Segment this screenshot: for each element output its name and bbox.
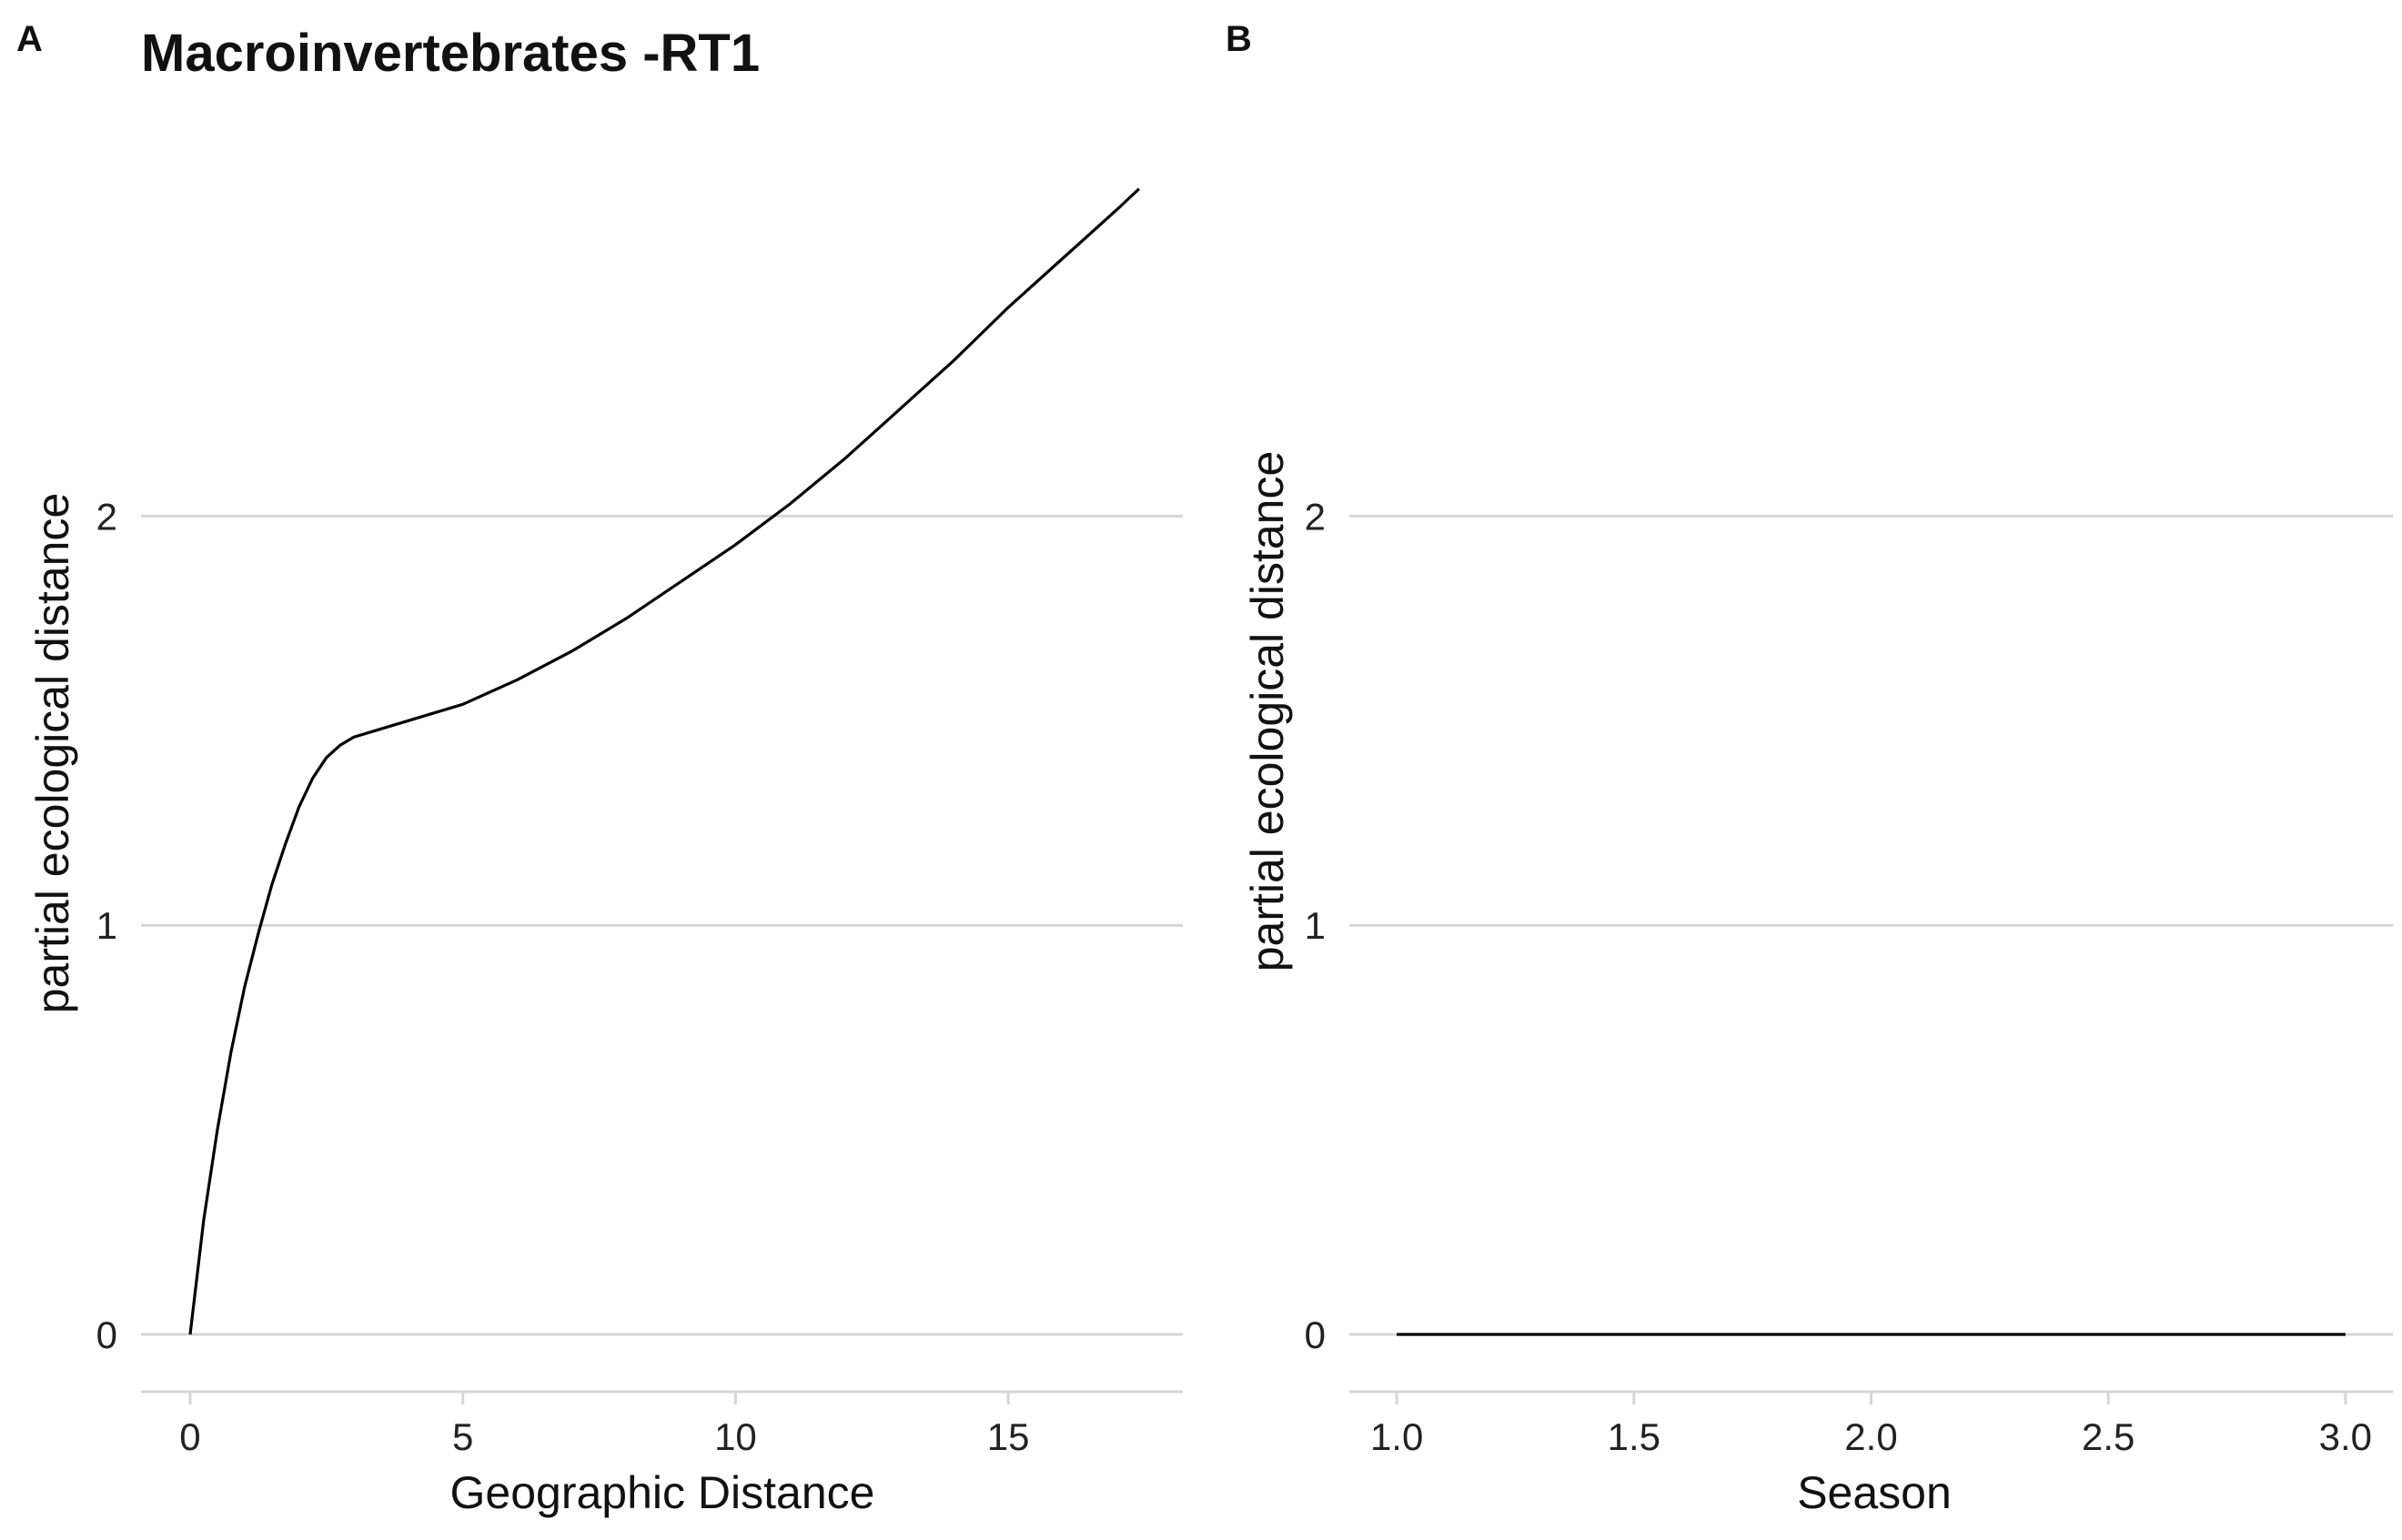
y-tick-label-2: 2 bbox=[96, 495, 117, 538]
panel-b-y-axis-title: partial ecological distance bbox=[1242, 451, 1293, 972]
x-tick-label-10: 10 bbox=[714, 1415, 757, 1458]
panel-b-gridlines bbox=[1349, 514, 2393, 1336]
y-tick-label-0: 0 bbox=[96, 1314, 117, 1356]
x-tick-label-2.0: 2.0 bbox=[1844, 1415, 1897, 1458]
panel-a: A Macroinvertebrates -RT1 0 1 2 0 5 10 15 Geo… bbox=[16, 19, 1183, 1518]
panel-a-y-tick-labels: 0 1 2 bbox=[96, 495, 117, 1356]
panel-a-y-axis-title: partial ecological distance bbox=[27, 493, 78, 1014]
panel-b: B 0 1 2 1.0 1.5 2.0 2.5 3.0 Season partial eco… bbox=[1226, 19, 2393, 1518]
panel-b-letter: B bbox=[1226, 19, 1252, 59]
x-tick-label-3.0: 3.0 bbox=[2319, 1415, 2372, 1458]
x-tick-label-2.5: 2.5 bbox=[2082, 1415, 2135, 1458]
x-tick-label-5: 5 bbox=[452, 1415, 473, 1458]
panel-a-x-axis bbox=[141, 1390, 1183, 1404]
y-tick-label-1: 1 bbox=[96, 904, 117, 947]
y-tick-label-1: 1 bbox=[1305, 904, 1326, 947]
y-tick-label-2: 2 bbox=[1305, 495, 1326, 538]
panel-a-gridlines bbox=[141, 514, 1183, 1336]
x-tick-label-0: 0 bbox=[179, 1415, 200, 1458]
x-tick-label-1.0: 1.0 bbox=[1370, 1415, 1423, 1458]
panel-b-x-axis bbox=[1349, 1390, 2393, 1404]
panel-b-x-axis-title: Season bbox=[1797, 1467, 1952, 1518]
panel-a-series bbox=[188, 187, 1141, 1335]
x-tick-label-15: 15 bbox=[987, 1415, 1030, 1458]
panel-a-letter: A bbox=[16, 19, 43, 59]
panel-a-x-tick-labels: 0 5 10 15 bbox=[179, 1415, 1029, 1458]
chart-title: Macroinvertebrates -RT1 bbox=[141, 24, 760, 83]
panel-a-x-axis-title: Geographic Distance bbox=[450, 1467, 875, 1518]
series-line-1 bbox=[188, 187, 1141, 1335]
panel-b-x-tick-labels: 1.0 1.5 2.0 2.5 3.0 bbox=[1370, 1415, 2372, 1458]
panel-b-y-tick-labels: 0 1 2 bbox=[1305, 495, 1326, 1356]
x-tick-label-1.5: 1.5 bbox=[1608, 1415, 1660, 1458]
y-tick-label-0: 0 bbox=[1305, 1314, 1326, 1356]
